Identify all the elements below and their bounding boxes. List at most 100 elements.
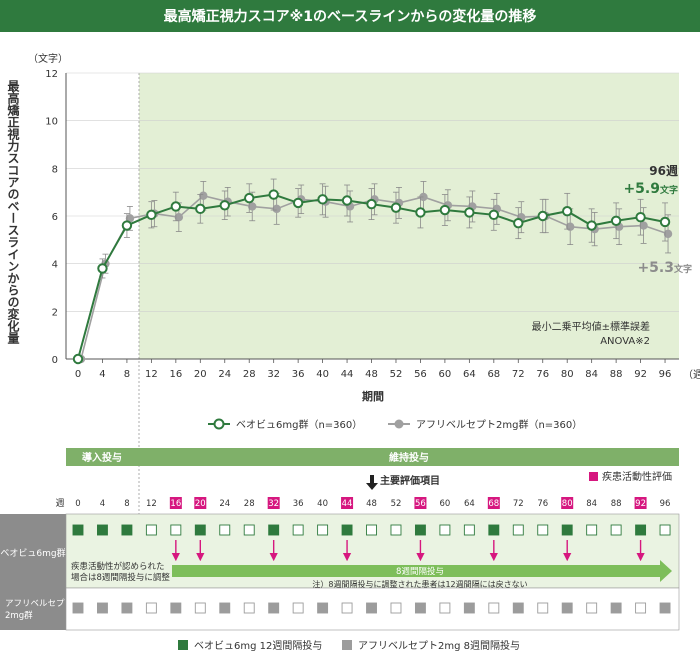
x-tick-label: 48 xyxy=(365,369,378,380)
week-highlight xyxy=(341,497,354,509)
aflib-dose-filled xyxy=(268,602,280,614)
aflib-dose-empty xyxy=(243,602,255,614)
x-tick-label: 16 xyxy=(169,369,182,380)
beovu-point xyxy=(268,189,279,200)
beovu-dose-empty xyxy=(439,524,451,536)
aflib-point xyxy=(639,221,648,230)
aflib-point xyxy=(272,204,281,214)
y-tick-labels: 0 2 4 6 8 10 12 xyxy=(45,69,58,366)
beovu-point xyxy=(586,220,597,231)
y-tick-label: 4 xyxy=(52,260,58,271)
aflib-dose-filled xyxy=(610,602,622,614)
legend-green-swatch xyxy=(178,640,188,650)
x-tick-label: 44 xyxy=(341,369,354,380)
beovu-dose-filled xyxy=(72,524,84,536)
x-tick-label: 32 xyxy=(267,369,280,380)
week-label: 28 xyxy=(244,499,255,509)
aflib-dose-filled xyxy=(219,602,231,614)
week-label: 16 xyxy=(170,499,181,509)
q8w-arrow-note: 注）8週間隔投与に調整された患者は12週間隔には戻さない xyxy=(312,579,527,589)
x-tick-label: 88 xyxy=(610,369,623,380)
week-highlight xyxy=(194,497,207,509)
beovu-point xyxy=(635,211,646,223)
annotation-method: 最小二乗平均値±標準誤差 xyxy=(532,320,650,333)
aflib-dose-empty xyxy=(390,602,402,614)
y-tick-label: 6 xyxy=(52,212,58,223)
week-label: 36 xyxy=(293,499,304,509)
beovu-point xyxy=(317,194,328,205)
beovu-dose-empty xyxy=(145,524,157,536)
aflib-point xyxy=(174,212,184,222)
week-highlight xyxy=(414,497,427,509)
aflib-dose-filled xyxy=(317,602,329,614)
week-row: 0 4 8 12 16 20 24 28 32 36 40 44 48 52 56 60 64 68 72 76 80 8… xyxy=(75,497,670,509)
week-label: 72 xyxy=(513,499,524,509)
y-tick-label: 12 xyxy=(45,69,58,80)
aflib-dose-filled xyxy=(463,602,475,614)
week-label: 60 xyxy=(439,499,450,509)
week-label: 0 xyxy=(75,499,80,509)
beovu-dose-empty xyxy=(366,524,377,536)
chart-legend: ベオビュ6mg群（n=360） アフリベルセプト2mg群（n=360） xyxy=(208,418,582,431)
x-tick-label: 28 xyxy=(243,369,256,380)
x-tick-label: 60 xyxy=(439,369,452,380)
primary-endpoint-arrow-icon xyxy=(366,475,378,490)
x-tick-label: 80 xyxy=(561,369,574,380)
beovu-row-header xyxy=(0,514,66,588)
beovu-point xyxy=(219,200,230,211)
week-label: 20 xyxy=(195,499,206,509)
week-label: 12 xyxy=(146,499,157,509)
week-label: 88 xyxy=(611,499,622,509)
beovu-point xyxy=(97,263,108,274)
week-label: 44 xyxy=(342,499,353,509)
x-tick-label: 56 xyxy=(414,369,427,380)
annotation-week-96: 96週 xyxy=(649,163,678,178)
disease-eval-legend-label: 疾患活動性評価 xyxy=(602,470,672,483)
legend-aflib-marker xyxy=(394,419,404,429)
beovu-dose-filled xyxy=(97,524,108,536)
x-tick-label: 12 xyxy=(145,369,158,380)
x-tick-label: 68 xyxy=(487,369,500,380)
annotation-anova: ANOVA※2 xyxy=(600,336,650,347)
x-tick-label: 84 xyxy=(585,369,598,380)
x-tick-label: 72 xyxy=(512,369,525,380)
week-label: 24 xyxy=(219,499,230,509)
beovu-dose-empty xyxy=(243,524,255,536)
aflib-dosing-boxes xyxy=(72,602,671,614)
aflib-point xyxy=(199,191,208,200)
x-tick-label: 76 xyxy=(536,369,549,380)
y-tick-label: 2 xyxy=(52,307,58,318)
x-tick-label: 36 xyxy=(292,369,305,380)
x-tick-label: 92 xyxy=(634,369,647,380)
week-highlight xyxy=(634,497,647,509)
annotation-aflib-unit: 文字 xyxy=(673,263,692,275)
beovu-dose-empty xyxy=(537,524,549,536)
week-label: 68 xyxy=(488,499,499,509)
beovu-dose-filled xyxy=(561,524,573,536)
beovu-point xyxy=(513,217,524,229)
q8w-adjust-arrow xyxy=(172,560,672,582)
beovu-point xyxy=(244,192,255,204)
adjust-note-line1: 疾患活動性が認められた xyxy=(71,561,165,572)
disease-eval-arrows xyxy=(171,540,645,562)
aflib-dose-filled xyxy=(659,602,671,614)
x-tick-label: 52 xyxy=(390,369,403,380)
aflib-dose-empty xyxy=(194,602,206,614)
aflib-dose-empty xyxy=(488,602,500,614)
legend-aflib-label: アフリベルセプト2mg群（n=360） xyxy=(416,418,582,431)
beovu-dose-empty xyxy=(292,524,304,536)
aflib-dose-filled xyxy=(512,602,524,614)
annotation-aflib-change: +5.3文字 xyxy=(637,260,692,276)
beovu-point xyxy=(195,203,206,215)
beovu-point xyxy=(366,198,377,210)
aflib-point xyxy=(663,229,673,239)
legend-beovu-marker xyxy=(213,418,225,430)
legend-gray-label: アフリベルセプト2mg 8週間隔投与 xyxy=(358,639,520,652)
week-highlight xyxy=(267,497,280,509)
maintenance-header xyxy=(139,448,679,466)
maintenance-label: 維持投与 xyxy=(389,451,429,464)
x-tick-labels: 0 4 8 12 16 20 24 28 32 36 40 44 48 52 56 60 64 68 72 76 80 8… xyxy=(75,359,671,380)
week-label: 96 xyxy=(660,499,671,509)
week-highlight xyxy=(487,497,500,509)
